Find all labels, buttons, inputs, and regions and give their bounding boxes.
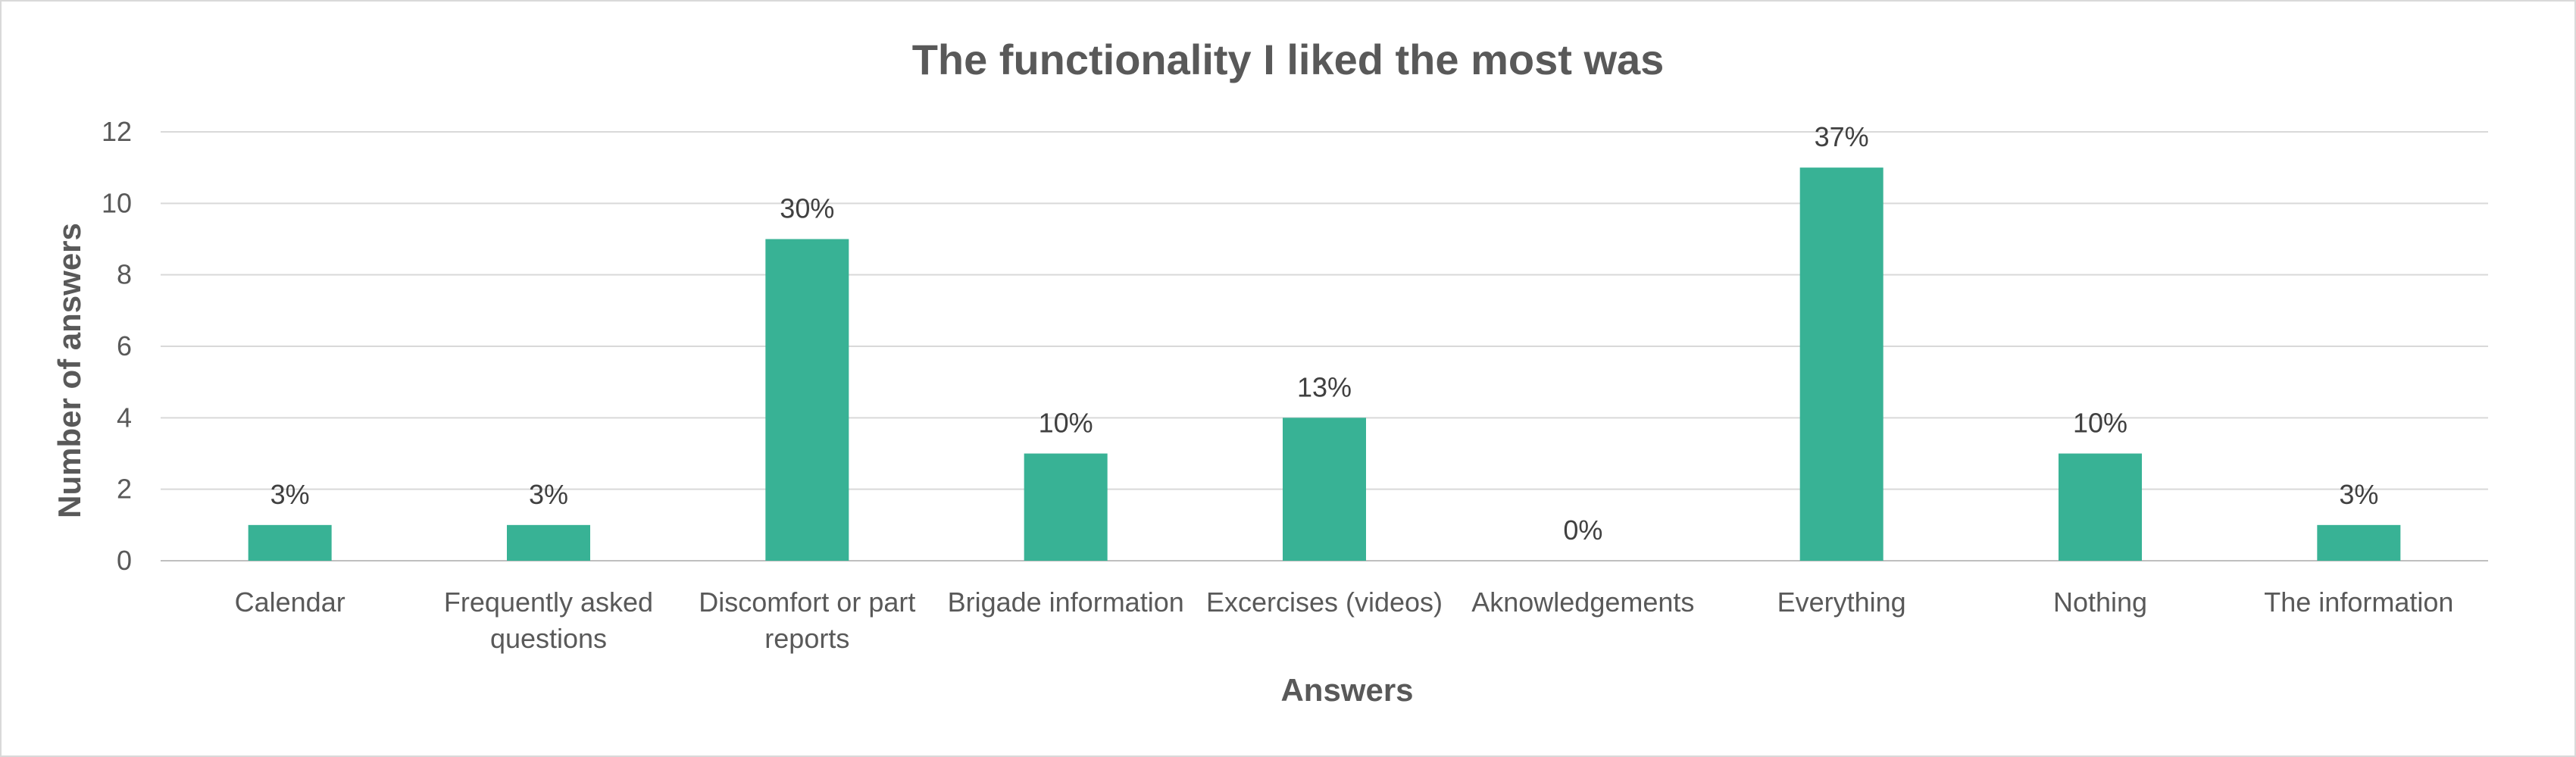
bar: [507, 524, 590, 561]
data-label: 10%: [1039, 408, 1093, 439]
category-label: Everything: [1777, 587, 1906, 618]
chart-title: The functionality I liked the most was: [912, 36, 1665, 83]
bar: [2317, 524, 2401, 561]
data-label: 0%: [1563, 515, 1602, 546]
category-label: Excercises (videos): [1206, 587, 1443, 618]
y-tick-label: 8: [117, 259, 132, 290]
category-label: Nothing: [2053, 587, 2147, 618]
x-axis-title: Answers: [1280, 672, 1413, 708]
y-tick-label: 12: [102, 116, 132, 147]
bar: [1283, 418, 1366, 561]
bar: [765, 239, 849, 561]
bar: [2059, 453, 2142, 561]
y-tick-label: 2: [117, 474, 132, 505]
category-label: The information: [2264, 587, 2453, 618]
data-label: 13%: [1297, 371, 1352, 402]
bar: [1024, 453, 1108, 561]
data-label: 30%: [780, 193, 834, 224]
x-axis-categories: Calendar Frequently asked questions Discomf…: [235, 587, 2454, 654]
y-tick-label: 6: [117, 330, 132, 361]
y-tick-label: 0: [117, 545, 132, 576]
category-label: Brigade information: [948, 587, 1184, 618]
category-label: Aknowledgements: [1471, 587, 1694, 618]
data-label: 10%: [2073, 408, 2127, 439]
y-tick-label: 10: [102, 187, 132, 218]
data-label: 37%: [1815, 121, 1869, 152]
y-axis-title: Number of answers: [52, 223, 87, 518]
bar: [248, 524, 332, 561]
category-label: Frequently asked questions: [444, 587, 653, 654]
bar: [1799, 167, 1884, 561]
category-label: Discomfort or part reports: [699, 587, 915, 654]
y-axis-ticks: 0 2 4 6 8 10 12: [102, 116, 132, 576]
data-label: 3%: [529, 479, 568, 510]
data-label: 3%: [2339, 479, 2378, 510]
data-label: 3%: [270, 479, 310, 510]
category-label: Calendar: [235, 587, 345, 618]
data-labels: 3% 3% 30% 10% 13% 0% 37% 10% 3%: [270, 121, 2379, 546]
bars: [248, 167, 2401, 561]
y-tick-label: 4: [117, 402, 132, 433]
